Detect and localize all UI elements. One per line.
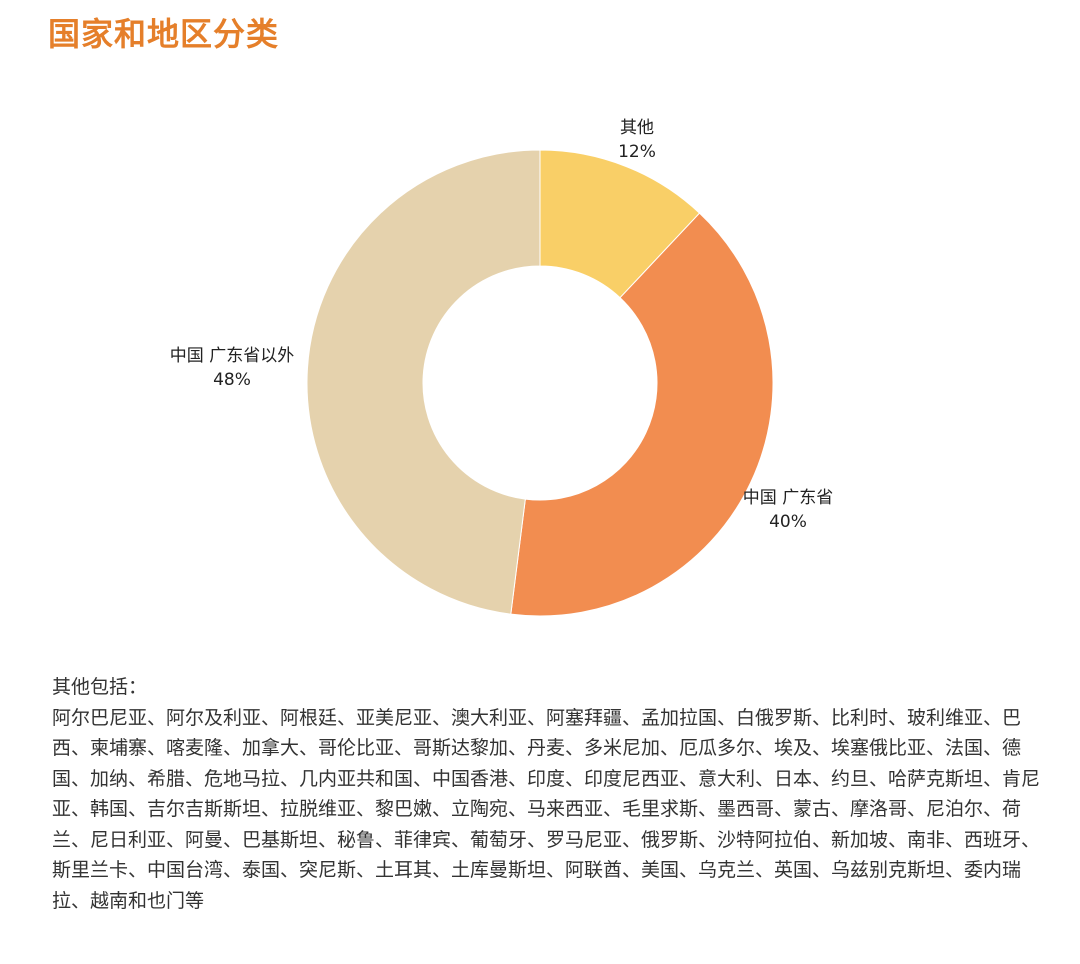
slice-value-2: 48% (213, 370, 251, 390)
other-countries-note: 其他包括： 阿尔巴尼亚、阿尔及利亚、阿根廷、亚美尼亚、澳大利亚、阿塞拜疆、孟加拉… (52, 672, 1042, 916)
note-country-list: 阿尔巴尼亚、阿尔及利亚、阿根廷、亚美尼亚、澳大利亚、阿塞拜疆、孟加拉国、白俄罗斯… (52, 706, 1041, 912)
donut-slice-2 (306, 149, 541, 615)
page-title: 国家和地区分类 (48, 15, 280, 53)
donut-chart: 其他 12% 中国 广东省 40% 中国 广东省以外 48% (170, 118, 833, 617)
donut-slice-1 (510, 212, 774, 617)
note-heading: 其他包括： (52, 676, 148, 698)
slice-value-0: 12% (618, 142, 656, 162)
slice-value-1: 40% (769, 512, 807, 532)
slice-label-1: 中国 广东省 (743, 488, 833, 508)
slice-label-0: 其他 (620, 118, 654, 138)
slice-label-2: 中国 广东省以外 (170, 346, 294, 366)
